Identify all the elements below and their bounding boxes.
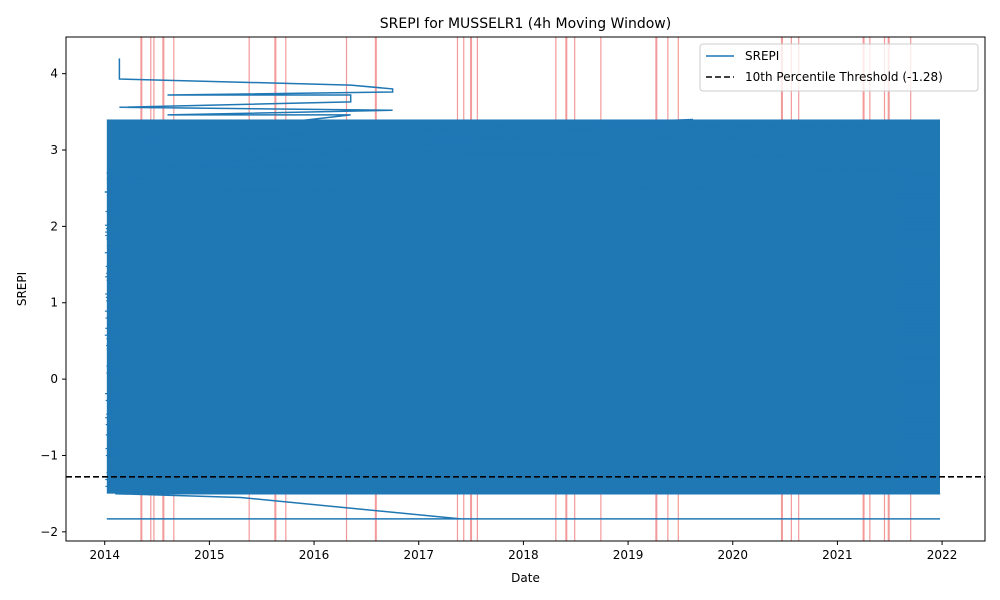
- x-tick-label: 2018: [508, 548, 539, 562]
- y-axis-ticks: −2 −1 0 1 2 3 4: [40, 67, 66, 539]
- y-tick-label: −2: [40, 525, 58, 539]
- x-tick-label: 2022: [927, 548, 958, 562]
- y-axis-label: SREPI: [15, 272, 29, 306]
- y-tick-label: 4: [50, 67, 58, 81]
- x-axis-ticks: 2014 2015 2016 2017 2018 2019 2020 2021 2022: [89, 541, 957, 562]
- x-tick-label: 2021: [822, 548, 853, 562]
- x-tick-label: 2015: [194, 548, 225, 562]
- series-segment: [198, 166, 911, 170]
- series-line: [106, 58, 941, 520]
- series-dense-band: [106, 119, 940, 494]
- y-tick-label: 1: [50, 296, 58, 310]
- y-tick-label: 3: [50, 143, 58, 157]
- series-srepi: [104, 58, 941, 520]
- x-tick-label: 2020: [717, 548, 748, 562]
- series-segment: [355, 124, 901, 130]
- x-tick-label: 2014: [89, 548, 120, 562]
- series-segment: [104, 185, 859, 193]
- axes-frame: [65, 36, 986, 542]
- y-tick-label: 2: [50, 219, 58, 233]
- legend: SREPI 10th Percentile Threshold (-1.28): [699, 43, 979, 92]
- x-axis-label: Date: [511, 571, 540, 585]
- y-tick-label: −1: [40, 448, 58, 462]
- y-tick-label: 0: [50, 372, 58, 386]
- x-tick-label: 2016: [299, 548, 330, 562]
- legend-label-srepi: SREPI: [745, 49, 779, 63]
- x-tick-label: 2019: [613, 548, 644, 562]
- legend-box: [699, 43, 979, 92]
- series-segment: [240, 135, 901, 140]
- series-segment: [198, 149, 932, 159]
- legend-label-threshold: 10th Percentile Threshold (-1.28): [745, 70, 943, 84]
- chart-title: SREPI for MUSSELR1 (4h Moving Window): [380, 16, 671, 32]
- x-tick-label: 2017: [403, 548, 434, 562]
